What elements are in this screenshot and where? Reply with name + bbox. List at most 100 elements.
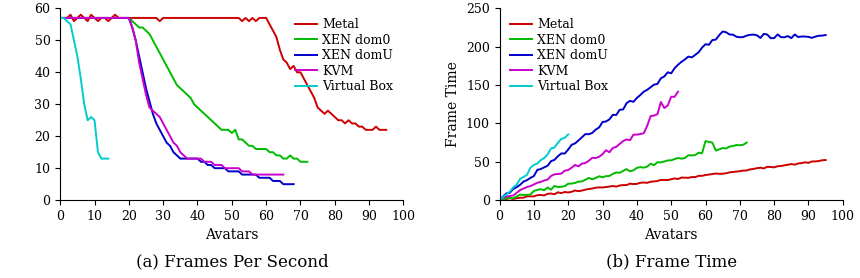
Virtual Box (553, 141, 563, 145)
Metal (103, 19, 114, 23)
Virtual Box (103, 157, 114, 160)
Metal (65, 13, 76, 16)
Metal (820, 159, 831, 162)
Virtual Box (512, 183, 522, 186)
Virtual Box (58, 16, 69, 20)
Virtual Box (55, 16, 65, 20)
KVM (124, 16, 134, 20)
KVM (230, 167, 241, 170)
KVM (673, 91, 683, 94)
Metal (234, 16, 244, 20)
Metal (587, 187, 598, 190)
Virtual Box (89, 118, 100, 122)
X-axis label: Avatars: Avatars (644, 229, 698, 242)
KVM (652, 111, 662, 114)
Virtual Box (522, 170, 532, 173)
XEN dom0 (498, 198, 508, 202)
Line: Metal: Metal (60, 15, 386, 130)
Virtual Box (76, 77, 86, 80)
KVM (632, 133, 642, 136)
XEN domU (285, 182, 295, 186)
KVM (151, 112, 162, 116)
Line: XEN domU: XEN domU (60, 18, 293, 184)
Metal (636, 181, 646, 184)
Virtual Box (501, 193, 512, 196)
Virtual Box (550, 145, 560, 148)
Y-axis label: Frame Time: Frame Time (446, 61, 460, 147)
XEN dom0 (741, 142, 752, 145)
KVM (110, 16, 120, 20)
XEN domU (591, 128, 601, 131)
Virtual Box (525, 166, 536, 169)
XEN dom0 (302, 160, 312, 163)
XEN dom0 (138, 26, 148, 29)
Virtual Box (505, 189, 515, 192)
XEN dom0 (110, 16, 120, 20)
XEN domU (639, 93, 649, 96)
Virtual Box (86, 115, 96, 119)
Line: KVM: KVM (500, 92, 678, 201)
XEN domU (543, 161, 553, 165)
Virtual Box (100, 157, 110, 160)
XEN dom0 (179, 90, 189, 93)
KVM (72, 16, 83, 20)
XEN dom0 (295, 160, 305, 163)
Title: (a) Frames Per Second: (a) Frames Per Second (136, 254, 329, 271)
Metal (494, 198, 505, 202)
XEN dom0 (700, 139, 710, 143)
Virtual Box (83, 118, 93, 122)
Line: XEN domU: XEN domU (500, 31, 826, 199)
XEN domU (498, 198, 508, 201)
Legend: Metal, XEN dom0, XEN domU, KVM, Virtual Box: Metal, XEN dom0, XEN domU, KVM, Virtual … (506, 14, 611, 97)
XEN domU (662, 74, 673, 77)
KVM (264, 173, 274, 176)
Virtual Box (508, 187, 519, 190)
KVM (598, 151, 608, 154)
XEN dom0 (580, 178, 591, 182)
XEN dom0 (707, 141, 717, 144)
XEN domU (673, 64, 683, 68)
KVM (494, 199, 505, 202)
XEN dom0 (724, 147, 734, 150)
Line: XEN dom0: XEN dom0 (60, 18, 307, 162)
XEN dom0 (494, 198, 505, 201)
Legend: Metal, XEN dom0, XEN domU, KVM, Virtual Box: Metal, XEN dom0, XEN domU, KVM, Virtual … (292, 14, 397, 97)
Virtual Box (543, 151, 553, 154)
XEN dom0 (55, 16, 65, 20)
Virtual Box (519, 177, 529, 181)
Metal (381, 128, 391, 131)
Virtual Box (539, 156, 550, 160)
XEN domU (131, 39, 141, 42)
Line: Metal: Metal (500, 160, 826, 200)
XEN domU (189, 157, 200, 160)
XEN domU (494, 196, 505, 200)
Virtual Box (546, 147, 556, 150)
KVM (601, 150, 611, 153)
KVM (55, 16, 65, 20)
XEN domU (55, 16, 65, 20)
XEN domU (717, 29, 728, 33)
Metal (55, 16, 65, 20)
KVM (608, 145, 618, 148)
Virtual Box (62, 19, 72, 23)
XEN dom0 (261, 147, 271, 151)
Virtual Box (69, 39, 79, 42)
Metal (224, 16, 234, 20)
XEN dom0 (622, 168, 632, 171)
KVM (543, 177, 553, 180)
Virtual Box (563, 132, 574, 135)
Virtual Box (529, 165, 539, 168)
XEN domU (288, 182, 298, 186)
XEN dom0 (714, 148, 724, 151)
Virtual Box (536, 160, 546, 163)
Virtual Box (532, 162, 543, 165)
Virtual Box (498, 195, 508, 198)
Virtual Box (93, 151, 103, 154)
Line: XEN dom0: XEN dom0 (500, 141, 746, 200)
XEN dom0 (553, 186, 563, 189)
Metal (669, 177, 679, 180)
Virtual Box (494, 199, 505, 203)
XEN domU (134, 55, 144, 58)
Metal (793, 162, 803, 165)
Line: KVM: KVM (60, 18, 283, 175)
